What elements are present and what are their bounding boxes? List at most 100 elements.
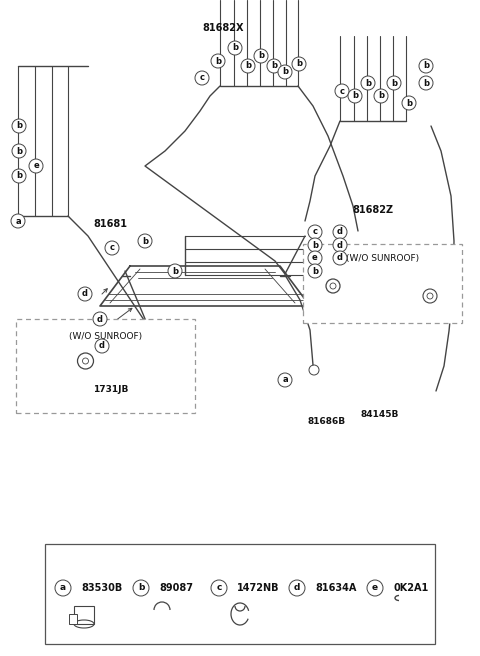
Text: 81682X: 81682X bbox=[203, 22, 244, 33]
Circle shape bbox=[308, 225, 322, 239]
Text: b: b bbox=[138, 583, 144, 592]
Text: 84145B: 84145B bbox=[360, 410, 398, 419]
Text: b: b bbox=[16, 171, 22, 180]
Text: 81686B: 81686B bbox=[307, 417, 345, 426]
Text: b: b bbox=[16, 146, 22, 155]
Text: b: b bbox=[365, 79, 371, 87]
Circle shape bbox=[211, 580, 227, 596]
Text: b: b bbox=[406, 98, 412, 108]
Circle shape bbox=[11, 214, 25, 228]
Text: e: e bbox=[33, 161, 39, 171]
Text: b: b bbox=[391, 79, 397, 87]
Circle shape bbox=[308, 251, 322, 265]
Circle shape bbox=[133, 580, 149, 596]
Text: b: b bbox=[352, 91, 358, 100]
Text: (W/O SUNROOF): (W/O SUNROOF) bbox=[346, 253, 419, 262]
Text: b: b bbox=[245, 62, 251, 70]
Text: 83530B: 83530B bbox=[81, 583, 122, 593]
Circle shape bbox=[12, 169, 26, 183]
Circle shape bbox=[267, 59, 281, 73]
Circle shape bbox=[309, 365, 319, 375]
Circle shape bbox=[195, 71, 209, 85]
Circle shape bbox=[228, 41, 242, 55]
Bar bbox=[74, 606, 94, 624]
Text: b: b bbox=[312, 266, 318, 276]
Text: b: b bbox=[142, 237, 148, 245]
Text: d: d bbox=[294, 583, 300, 592]
Circle shape bbox=[308, 264, 322, 278]
Text: 1472NB: 1472NB bbox=[237, 583, 279, 593]
Text: d: d bbox=[337, 241, 343, 249]
Circle shape bbox=[333, 225, 347, 239]
Text: 0K2A1: 0K2A1 bbox=[393, 583, 428, 593]
Bar bbox=[45, 544, 435, 644]
Circle shape bbox=[55, 580, 71, 596]
Circle shape bbox=[419, 59, 433, 73]
Text: d: d bbox=[82, 289, 88, 298]
Text: b: b bbox=[16, 121, 22, 131]
Circle shape bbox=[419, 76, 433, 90]
Text: d: d bbox=[99, 342, 105, 350]
Text: b: b bbox=[172, 266, 178, 276]
Circle shape bbox=[12, 119, 26, 133]
Text: a: a bbox=[282, 375, 288, 384]
Circle shape bbox=[402, 96, 416, 110]
Circle shape bbox=[333, 238, 347, 252]
Circle shape bbox=[29, 159, 43, 173]
Circle shape bbox=[105, 241, 119, 255]
FancyBboxPatch shape bbox=[16, 319, 195, 413]
Text: 81634A: 81634A bbox=[315, 583, 356, 593]
Text: c: c bbox=[339, 87, 345, 96]
Circle shape bbox=[145, 326, 155, 336]
Text: b: b bbox=[423, 62, 429, 70]
Text: e: e bbox=[312, 253, 318, 262]
Text: b: b bbox=[312, 241, 318, 249]
FancyBboxPatch shape bbox=[303, 244, 462, 323]
Text: b: b bbox=[215, 56, 221, 66]
Circle shape bbox=[254, 49, 268, 63]
Text: b: b bbox=[282, 68, 288, 77]
Text: b: b bbox=[258, 52, 264, 60]
Circle shape bbox=[241, 59, 255, 73]
Text: a: a bbox=[15, 216, 21, 226]
Text: b: b bbox=[296, 60, 302, 68]
Circle shape bbox=[138, 234, 152, 248]
Circle shape bbox=[289, 580, 305, 596]
Text: 81682Z: 81682Z bbox=[353, 205, 394, 215]
Circle shape bbox=[211, 54, 225, 68]
Text: b: b bbox=[378, 91, 384, 100]
Circle shape bbox=[361, 76, 375, 90]
Text: c: c bbox=[200, 73, 204, 83]
Text: 1731JB: 1731JB bbox=[93, 384, 128, 394]
Circle shape bbox=[423, 289, 437, 303]
Circle shape bbox=[95, 339, 109, 353]
Circle shape bbox=[387, 76, 401, 90]
Circle shape bbox=[348, 89, 362, 103]
Text: b: b bbox=[423, 79, 429, 87]
Circle shape bbox=[12, 144, 26, 158]
Circle shape bbox=[78, 287, 92, 301]
Text: b: b bbox=[271, 62, 277, 70]
Text: d: d bbox=[337, 253, 343, 262]
Text: 89087: 89087 bbox=[159, 583, 193, 593]
Bar bbox=[69, 614, 77, 624]
Circle shape bbox=[333, 251, 347, 265]
Text: b: b bbox=[232, 43, 238, 52]
Text: d: d bbox=[97, 314, 103, 323]
Circle shape bbox=[278, 373, 292, 387]
Circle shape bbox=[168, 264, 182, 278]
Circle shape bbox=[278, 65, 292, 79]
Text: a: a bbox=[60, 583, 66, 592]
Text: 81681: 81681 bbox=[40, 352, 74, 363]
Circle shape bbox=[367, 580, 383, 596]
Text: c: c bbox=[216, 583, 222, 592]
Circle shape bbox=[374, 89, 388, 103]
Circle shape bbox=[93, 312, 107, 326]
Text: c: c bbox=[109, 243, 115, 253]
Text: c: c bbox=[312, 228, 317, 237]
Text: d: d bbox=[337, 228, 343, 237]
Text: (W/O SUNROOF): (W/O SUNROOF) bbox=[69, 331, 142, 340]
Text: e: e bbox=[372, 583, 378, 592]
Circle shape bbox=[335, 84, 349, 98]
Text: 81681: 81681 bbox=[94, 219, 128, 230]
